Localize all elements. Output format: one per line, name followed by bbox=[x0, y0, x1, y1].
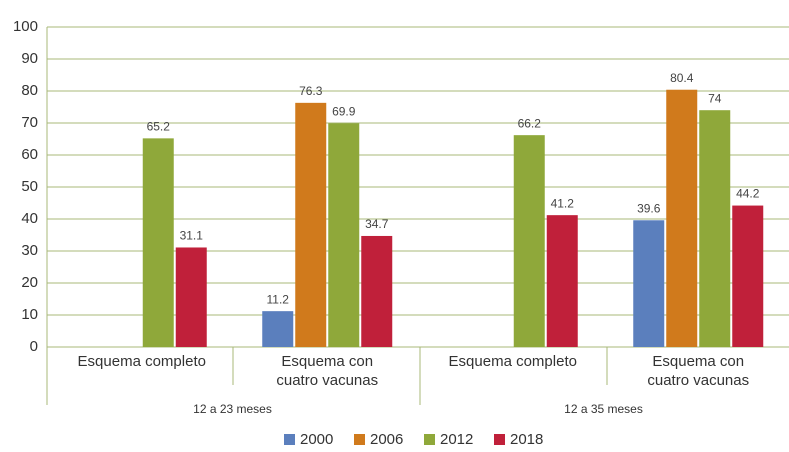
legend-swatch bbox=[494, 434, 505, 445]
y-tick-label: 70 bbox=[21, 114, 38, 131]
group-label: 12 a 23 meses bbox=[193, 402, 272, 416]
x-tick-label: Esquema con cuatro vacunas bbox=[276, 353, 378, 389]
bar bbox=[633, 220, 665, 347]
y-tick-label: 80 bbox=[21, 82, 38, 99]
bar bbox=[142, 138, 174, 347]
bar bbox=[699, 110, 731, 347]
value-label: 66.2 bbox=[518, 116, 542, 130]
bar bbox=[295, 102, 327, 347]
y-tick-label: 20 bbox=[21, 274, 38, 291]
y-tick-label: 50 bbox=[21, 178, 38, 195]
value-label: 74 bbox=[708, 91, 722, 105]
legend-swatch bbox=[284, 434, 295, 445]
y-tick-label: 30 bbox=[21, 242, 38, 259]
value-label: 65.2 bbox=[147, 120, 171, 134]
bar bbox=[666, 89, 698, 347]
value-label: 31.1 bbox=[180, 229, 204, 243]
bar bbox=[262, 311, 294, 347]
y-tick-label: 40 bbox=[21, 210, 38, 227]
value-label: 39.6 bbox=[637, 201, 661, 215]
y-tick-label: 0 bbox=[30, 338, 38, 355]
legend-swatch bbox=[424, 434, 435, 445]
legend-label: 2012 bbox=[440, 431, 473, 448]
bar bbox=[546, 215, 578, 347]
y-tick-label: 60 bbox=[21, 146, 38, 163]
legend-label: 2000 bbox=[300, 431, 333, 448]
x-tick-label: Esquema con cuatro vacunas bbox=[647, 353, 749, 389]
value-label: 34.7 bbox=[365, 217, 389, 231]
bar bbox=[732, 205, 764, 347]
value-label: 41.2 bbox=[551, 196, 575, 210]
bar bbox=[175, 247, 207, 347]
group-label: 12 a 35 meses bbox=[564, 402, 643, 416]
value-label: 80.4 bbox=[670, 71, 694, 85]
x-tick-label: Esquema completo bbox=[78, 353, 206, 370]
y-tick-label: 90 bbox=[21, 50, 38, 67]
value-label: 69.9 bbox=[332, 104, 356, 118]
legend-label: 2006 bbox=[370, 431, 403, 448]
y-tick-label: 100 bbox=[13, 18, 38, 35]
legend-label: 2018 bbox=[510, 431, 543, 448]
y-tick-label: 10 bbox=[21, 306, 38, 323]
value-label: 76.3 bbox=[299, 84, 323, 98]
value-label: 44.2 bbox=[736, 187, 760, 201]
x-tick-label: Esquema completo bbox=[449, 353, 577, 370]
value-label: 11.2 bbox=[267, 292, 290, 306]
bar bbox=[513, 135, 545, 347]
legend-swatch bbox=[354, 434, 365, 445]
bar bbox=[328, 123, 360, 347]
bar bbox=[361, 235, 393, 347]
